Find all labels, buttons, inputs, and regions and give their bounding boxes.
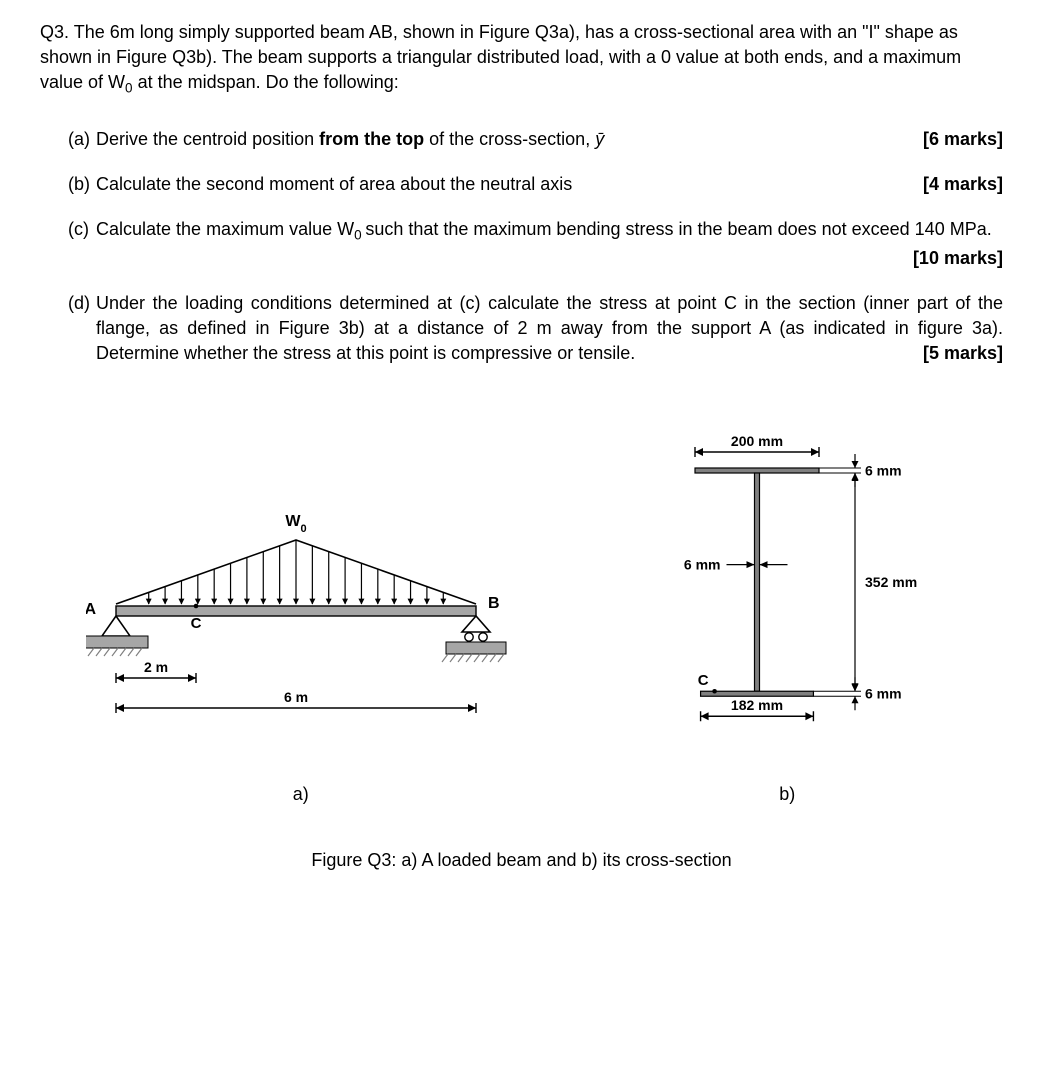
figure-b-label: b) [779,782,795,807]
part-a-ybar: ȳ [595,129,604,149]
svg-text:2 m: 2 m [144,659,168,675]
svg-text:C: C [698,673,709,690]
part-c-label: (c) [68,217,96,242]
parts-list: (a) Derive the centroid position from th… [40,127,1003,367]
part-a-label: (a) [68,127,96,152]
svg-text:200 mm: 200 mm [731,433,783,449]
question-header: Q3. The 6m long simply supported beam AB… [40,20,1003,99]
part-a-marks: [6 marks] [923,127,1003,152]
part-a-bold: from the top [319,129,424,149]
figures-row: W0 A B C 2 m 6 m a) 200 mm 182 mm 6 mm 352 mm 6 m… [40,426,1003,807]
part-d-text: Under the loading conditions determined … [96,293,1003,363]
svg-text:6 mm: 6 mm [684,557,721,573]
part-c-text-before: Calculate the maximum value W [96,219,354,239]
svg-text:352 mm: 352 mm [865,575,917,591]
part-b-text: Calculate the second moment of area abou… [96,172,907,197]
figure-b-svg: 200 mm 182 mm 6 mm 352 mm 6 mm 6 mm C [617,426,957,746]
svg-text:6 mm: 6 mm [865,463,902,479]
question-number: Q3. [40,22,69,42]
part-c-sub: 0 [354,228,365,243]
part-a-text: Derive the centroid position [96,129,319,149]
figure-a: W0 A B C 2 m 6 m a) [86,486,516,807]
figure-a-label: a) [293,782,309,807]
svg-text:W0: W0 [285,513,306,535]
svg-text:182 mm: 182 mm [731,698,783,714]
svg-text:6 m: 6 m [284,689,308,705]
svg-text:C: C [190,615,201,632]
figure-b: 200 mm 182 mm 6 mm 352 mm 6 mm 6 mm C b) [617,426,957,807]
figure-a-svg: W0 A B C 2 m 6 m [86,486,516,746]
part-b: (b) Calculate the second moment of area … [68,172,1003,197]
w0-sub: 0 [125,81,133,96]
question-intro-tail: at the midspan. Do the following: [133,72,399,92]
svg-text:B: B [488,595,500,612]
part-d-marks: [5 marks] [923,341,1003,366]
part-d: (d) Under the loading conditions determi… [68,291,1003,367]
part-b-marks: [4 marks] [923,172,1003,197]
part-c-marks: [10 marks] [913,246,1003,271]
part-d-label: (d) [68,291,96,316]
svg-text:6 mm: 6 mm [865,686,902,702]
svg-text:A: A [86,601,96,618]
part-c-text-after: such that the maximum bending stress in … [365,219,991,239]
part-b-label: (b) [68,172,96,197]
part-c: (c) Calculate the maximum value W0 such … [68,217,1003,271]
figure-caption: Figure Q3: a) A loaded beam and b) its c… [40,848,1003,873]
part-a: (a) Derive the centroid position from th… [68,127,1003,152]
part-a-tail-before: of the cross-section, [424,129,595,149]
